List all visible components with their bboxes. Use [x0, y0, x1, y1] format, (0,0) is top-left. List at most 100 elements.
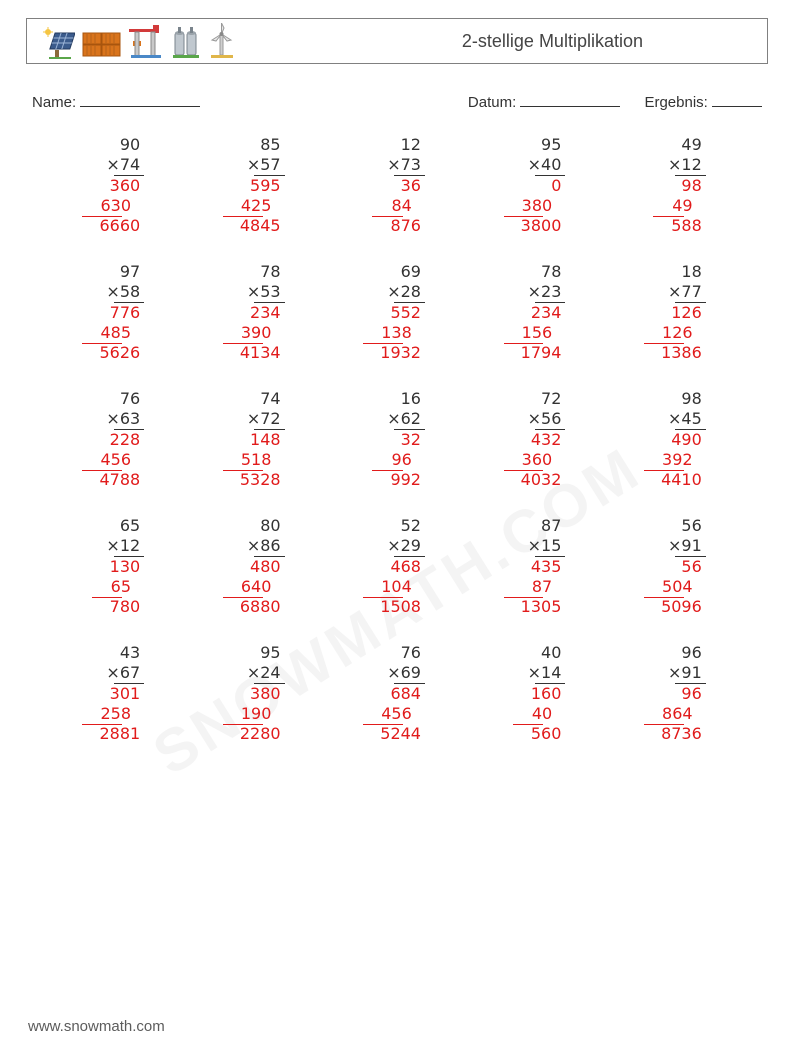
multiplicand: 49 [681, 135, 701, 155]
multiplier: ×12 [106, 536, 140, 556]
partial-1: 56 [681, 557, 701, 577]
product: 4845 [240, 216, 281, 236]
wind-turbine-icon [207, 23, 237, 59]
partial-2: 640 [241, 577, 272, 597]
partial-2: 258 [100, 704, 131, 724]
partial-1: 0 [551, 176, 561, 196]
multiplicand: 40 [541, 643, 561, 663]
multiplication-problem: 52×294681041508 [347, 516, 447, 617]
product: 6660 [99, 216, 140, 236]
multiplication-problem: 18×771261261386 [628, 262, 728, 363]
partial-2: 87 [532, 577, 552, 597]
partial-1: 490 [671, 430, 702, 450]
product: 992 [390, 470, 421, 490]
partial-2: 380 [522, 196, 553, 216]
product: 4410 [661, 470, 702, 490]
product: 876 [390, 216, 421, 236]
product: 5096 [661, 597, 702, 617]
multiplicand: 76 [401, 643, 421, 663]
product: 6880 [240, 597, 281, 617]
partial-2: 96 [391, 450, 411, 470]
partial-1: 36 [401, 176, 421, 196]
meta-row: Name: Datum: Ergebnis: [32, 92, 762, 111]
result-field: Ergebnis: [644, 92, 762, 111]
date-blank[interactable] [520, 92, 620, 107]
multiplier: ×57 [247, 155, 281, 175]
multiplicand: 87 [541, 516, 561, 536]
date-field: Datum: [468, 92, 621, 111]
worksheet-page: SNOWMATH.COM [0, 0, 794, 1053]
product: 2280 [240, 724, 281, 744]
date-label: Datum: [468, 94, 516, 111]
partial-2: 456 [100, 450, 131, 470]
partial-1: 595 [250, 176, 281, 196]
partial-2: 392 [662, 450, 693, 470]
partial-1: 32 [401, 430, 421, 450]
product: 1794 [521, 343, 562, 363]
multiplicand: 69 [401, 262, 421, 282]
multiplicand: 96 [681, 643, 701, 663]
multiplier: ×73 [387, 155, 421, 175]
partial-2: 485 [100, 323, 131, 343]
multiplication-problem: 12×733684876 [347, 135, 447, 236]
multiplier: ×56 [528, 409, 562, 429]
product: 5328 [240, 470, 281, 490]
multiplier: ×45 [668, 409, 702, 429]
name-blank[interactable] [80, 92, 200, 107]
product: 588 [671, 216, 702, 236]
partial-2: 104 [381, 577, 412, 597]
multiplicand: 43 [120, 643, 140, 663]
partial-1: 234 [250, 303, 281, 323]
multiplication-problem: 56×91565045096 [628, 516, 728, 617]
multiplicand: 90 [120, 135, 140, 155]
multiplier: ×74 [106, 155, 140, 175]
multiplier: ×72 [247, 409, 281, 429]
product: 560 [531, 724, 562, 744]
multiplicand: 78 [260, 262, 280, 282]
partial-1: 98 [681, 176, 701, 196]
header-box: 2-stellige Multiplikation [26, 18, 768, 64]
result-blank[interactable] [712, 92, 762, 107]
multiplier: ×58 [106, 282, 140, 302]
containers-icon [81, 27, 123, 59]
partial-2: 425 [241, 196, 272, 216]
multiplication-problem: 72×564323604032 [487, 389, 587, 490]
multiplier: ×53 [247, 282, 281, 302]
multiplier: ×15 [528, 536, 562, 556]
multiplicand: 65 [120, 516, 140, 536]
multiplicand: 98 [681, 389, 701, 409]
multiplier: ×24 [247, 663, 281, 683]
partial-1: 360 [110, 176, 141, 196]
multiplier: ×67 [106, 663, 140, 683]
partial-1: 234 [531, 303, 562, 323]
multiplicand: 18 [681, 262, 701, 282]
partial-2: 864 [662, 704, 693, 724]
product: 2881 [99, 724, 140, 744]
multiplier: ×28 [387, 282, 421, 302]
partial-1: 96 [681, 684, 701, 704]
multiplication-problem: 43×673012582881 [66, 643, 166, 744]
multiplicand: 76 [120, 389, 140, 409]
multiplicand: 80 [260, 516, 280, 536]
product: 4134 [240, 343, 281, 363]
multiplier: ×86 [247, 536, 281, 556]
partial-1: 160 [531, 684, 562, 704]
multiplicand: 72 [541, 389, 561, 409]
partial-1: 432 [531, 430, 562, 450]
partial-2: 40 [532, 704, 552, 724]
multiplier: ×14 [528, 663, 562, 683]
product: 1508 [380, 597, 421, 617]
partial-2: 360 [522, 450, 553, 470]
multiplication-problem: 90×743606306660 [66, 135, 166, 236]
header-icons [41, 23, 237, 59]
partial-2: 156 [522, 323, 553, 343]
multiplicand: 95 [260, 643, 280, 663]
product: 4032 [521, 470, 562, 490]
partial-1: 130 [110, 557, 141, 577]
product: 1932 [380, 343, 421, 363]
multiplicand: 16 [401, 389, 421, 409]
footer-url: www.snowmath.com [28, 1018, 165, 1035]
product: 4788 [99, 470, 140, 490]
product: 1305 [521, 597, 562, 617]
product: 5244 [380, 724, 421, 744]
